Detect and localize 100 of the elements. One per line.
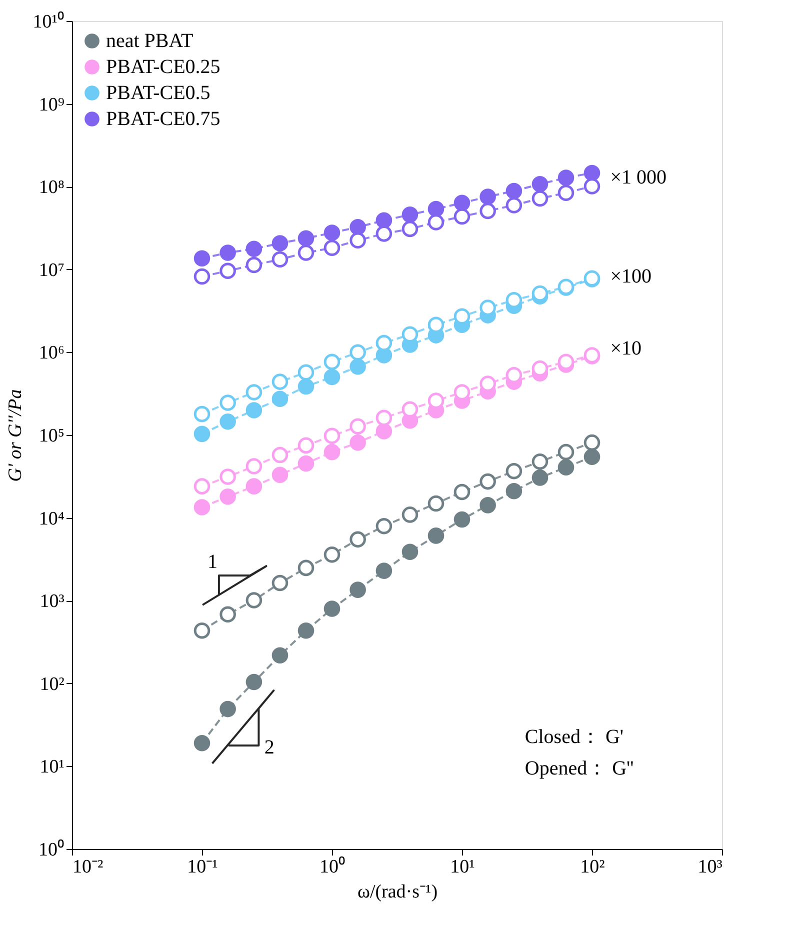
point bbox=[194, 406, 210, 422]
annotation: Closed： G' bbox=[524, 726, 624, 748]
point bbox=[246, 240, 262, 257]
point bbox=[298, 560, 314, 576]
point bbox=[376, 334, 392, 352]
point bbox=[246, 384, 262, 400]
x-tick-label: 10⁻² bbox=[72, 856, 104, 878]
point bbox=[324, 600, 340, 617]
y-tick-label: 10⁸ bbox=[38, 177, 64, 198]
annotation: ×10 bbox=[610, 338, 642, 360]
point bbox=[272, 390, 288, 408]
point bbox=[220, 488, 236, 505]
point bbox=[402, 206, 418, 223]
annotation: ×100 bbox=[610, 265, 652, 288]
point bbox=[532, 470, 548, 486]
x-tick-label: 10¹ bbox=[450, 856, 476, 878]
point bbox=[272, 235, 288, 252]
point bbox=[220, 468, 236, 485]
annotation: 1 bbox=[207, 551, 218, 574]
point bbox=[220, 414, 236, 430]
point bbox=[272, 446, 288, 464]
point bbox=[454, 511, 470, 528]
point bbox=[376, 562, 392, 579]
point bbox=[350, 219, 366, 236]
point bbox=[506, 482, 522, 500]
point bbox=[350, 358, 366, 375]
point bbox=[506, 197, 522, 214]
point bbox=[194, 250, 210, 266]
point bbox=[194, 734, 210, 752]
point bbox=[246, 256, 262, 274]
point bbox=[402, 506, 418, 523]
point bbox=[584, 164, 600, 182]
point bbox=[194, 478, 210, 494]
x-tick-label: 10³ bbox=[698, 856, 723, 878]
point bbox=[428, 528, 444, 544]
x-tick-label: 10⁰ bbox=[320, 856, 346, 878]
point bbox=[194, 622, 210, 639]
point bbox=[376, 226, 392, 242]
point bbox=[350, 418, 366, 435]
point bbox=[506, 182, 522, 200]
point bbox=[402, 220, 418, 238]
point bbox=[298, 455, 314, 472]
point bbox=[558, 444, 574, 460]
point bbox=[506, 463, 522, 480]
x-axis-title: ω/(rad·s⁻¹) bbox=[357, 882, 438, 902]
point bbox=[272, 466, 288, 483]
y-tick-label: 10⁴ bbox=[38, 508, 65, 530]
point bbox=[194, 426, 210, 442]
point bbox=[272, 574, 288, 592]
point bbox=[584, 178, 600, 194]
point bbox=[350, 344, 366, 361]
point bbox=[428, 214, 444, 230]
point bbox=[324, 240, 340, 256]
y-tick-label: 10⁵ bbox=[38, 426, 64, 446]
point bbox=[428, 495, 444, 512]
point bbox=[350, 434, 366, 451]
annotation: 2 bbox=[264, 736, 274, 758]
point bbox=[558, 170, 574, 186]
x-tick-label: 10² bbox=[580, 856, 606, 878]
point bbox=[376, 423, 392, 440]
point bbox=[402, 544, 418, 560]
point bbox=[272, 374, 288, 390]
point bbox=[298, 230, 314, 246]
point bbox=[194, 499, 210, 516]
point bbox=[454, 208, 470, 225]
point bbox=[454, 484, 470, 500]
y-tick-label: 10¹ bbox=[40, 756, 65, 778]
point bbox=[298, 622, 314, 639]
point bbox=[324, 444, 340, 460]
point bbox=[298, 437, 314, 454]
y-tick-label: 10⁶ bbox=[38, 342, 64, 364]
y-tick-label: 10² bbox=[40, 674, 65, 695]
point bbox=[298, 244, 314, 261]
point bbox=[324, 428, 340, 444]
legend-label: PBAT-CE0.5 bbox=[106, 82, 210, 104]
annotation: ×1 000 bbox=[610, 166, 666, 189]
point bbox=[376, 410, 392, 426]
point bbox=[558, 184, 574, 201]
point bbox=[324, 546, 340, 563]
point bbox=[220, 244, 236, 261]
y-tick-label: 10⁷ bbox=[38, 260, 64, 281]
point bbox=[350, 232, 366, 249]
y-tick-label: 10⁹ bbox=[38, 94, 65, 116]
legend-label: neat PBAT bbox=[106, 30, 194, 52]
annotation: Opened： G'' bbox=[524, 757, 634, 780]
legend-label: PBAT-CE0.75 bbox=[106, 108, 220, 130]
point bbox=[428, 200, 444, 218]
y-tick-label: 10¹⁰ bbox=[32, 10, 64, 32]
point bbox=[194, 268, 210, 285]
point bbox=[246, 592, 262, 608]
point bbox=[350, 531, 366, 548]
point bbox=[376, 212, 392, 228]
point bbox=[350, 582, 366, 598]
point bbox=[246, 674, 262, 690]
x-tick-label: 10⁻¹ bbox=[187, 856, 218, 878]
point bbox=[480, 497, 496, 514]
point bbox=[272, 647, 288, 664]
point bbox=[220, 700, 236, 718]
point bbox=[480, 188, 496, 205]
point bbox=[220, 394, 236, 411]
